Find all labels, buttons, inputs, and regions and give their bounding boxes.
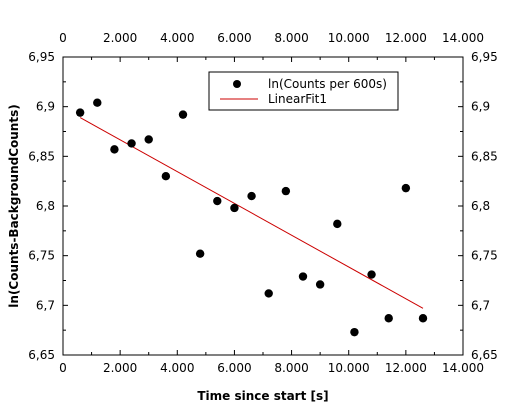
x-tick-label-top: 2.000 [103, 31, 137, 45]
y-tick-label-right: 6,65 [471, 348, 498, 362]
x-axis-top: 0 2.000 4.000 6.000 8.000 10.000 12.000 14.000 [59, 31, 484, 62]
legend-box [208, 71, 399, 111]
x-tick-label-bottom: 4.000 [160, 361, 194, 375]
data-point [264, 289, 273, 298]
x-axis-label: Time since start [s] [197, 389, 328, 403]
data-point [247, 191, 256, 201]
y-tick-label-right: 6,75 [471, 249, 498, 263]
legend-marker-scatter [233, 80, 241, 88]
data-point [75, 108, 85, 117]
y-tick-label-right: 6,95 [471, 50, 498, 64]
points-layer [75, 98, 428, 337]
x-axis-bottom: 0 2.000 4.000 6.000 8.000 10.000 12.000 14.000 [59, 350, 484, 375]
data-point [144, 135, 153, 144]
x-tick-label-top: 8.000 [274, 31, 308, 45]
x-tick-label-bottom: 12.000 [385, 361, 427, 375]
data-point [281, 186, 291, 196]
x-tick-label-bottom: 8.000 [274, 361, 308, 375]
y-tick-label-right: 6,9 [471, 100, 490, 114]
data-point [315, 280, 325, 289]
x-tick-label-top: 12.000 [385, 31, 427, 45]
legend-label-scatter: ln(Counts per 600s) [268, 77, 387, 91]
data-point [418, 314, 428, 323]
x-tick-label-bottom: 0 [59, 361, 67, 375]
y-tick-label-left: 6,95 [28, 50, 55, 64]
data-point [333, 219, 342, 229]
y-tick-label-left: 6,65 [28, 348, 55, 362]
x-tick-label-bottom: 14.000 [442, 361, 484, 375]
legend-label-fit: LinearFit1 [268, 92, 327, 106]
fit-line-layer [79, 117, 424, 309]
data-point [230, 203, 239, 213]
y-axis-right: 6,65 6,7 6,75 6,8 6,85 6,9 6,95 [458, 50, 498, 362]
x-tick-label-top: 10.000 [328, 31, 370, 45]
y-tick-label-right: 6,7 [471, 298, 490, 312]
linear-fit-line [79, 117, 424, 309]
y-tick-label-left: 6,7 [36, 298, 55, 312]
x-tick-label-top: 6.000 [217, 31, 251, 45]
x-tick-label-top: 0 [59, 31, 67, 45]
y-tick-label-left: 6,8 [36, 199, 55, 213]
data-point [178, 110, 188, 119]
data-point [298, 272, 308, 281]
y-tick-label-left: 6,75 [28, 249, 55, 263]
data-point [110, 145, 119, 154]
x-tick-label-bottom: 2.000 [103, 361, 137, 375]
y-axis-label: ln(Counts-BackgroundCounts) [7, 104, 21, 307]
data-point [401, 183, 411, 193]
data-point [161, 172, 171, 181]
data-point [367, 270, 376, 279]
legend: ln(Counts per 600s) LinearFit1 [208, 71, 399, 111]
y-tick-label-right: 6,85 [471, 149, 498, 163]
y-tick-label-left: 6,9 [36, 100, 55, 114]
y-tick-label-right: 6,8 [471, 199, 490, 213]
data-point [93, 98, 102, 107]
x-tick-label-bottom: 6.000 [217, 361, 251, 375]
data-point [350, 327, 359, 337]
x-tick-label-top: 4.000 [160, 31, 194, 45]
data-point [127, 139, 136, 148]
x-tick-label-top: 14.000 [442, 31, 484, 45]
data-point [195, 249, 205, 258]
data-point [213, 196, 222, 206]
x-tick-label-bottom: 10.000 [328, 361, 370, 375]
y-axis-left: 6,65 6,7 6,75 6,8 6,85 6,9 6,95 [28, 50, 68, 362]
y-tick-label-left: 6,85 [28, 149, 55, 163]
data-point [384, 314, 393, 323]
